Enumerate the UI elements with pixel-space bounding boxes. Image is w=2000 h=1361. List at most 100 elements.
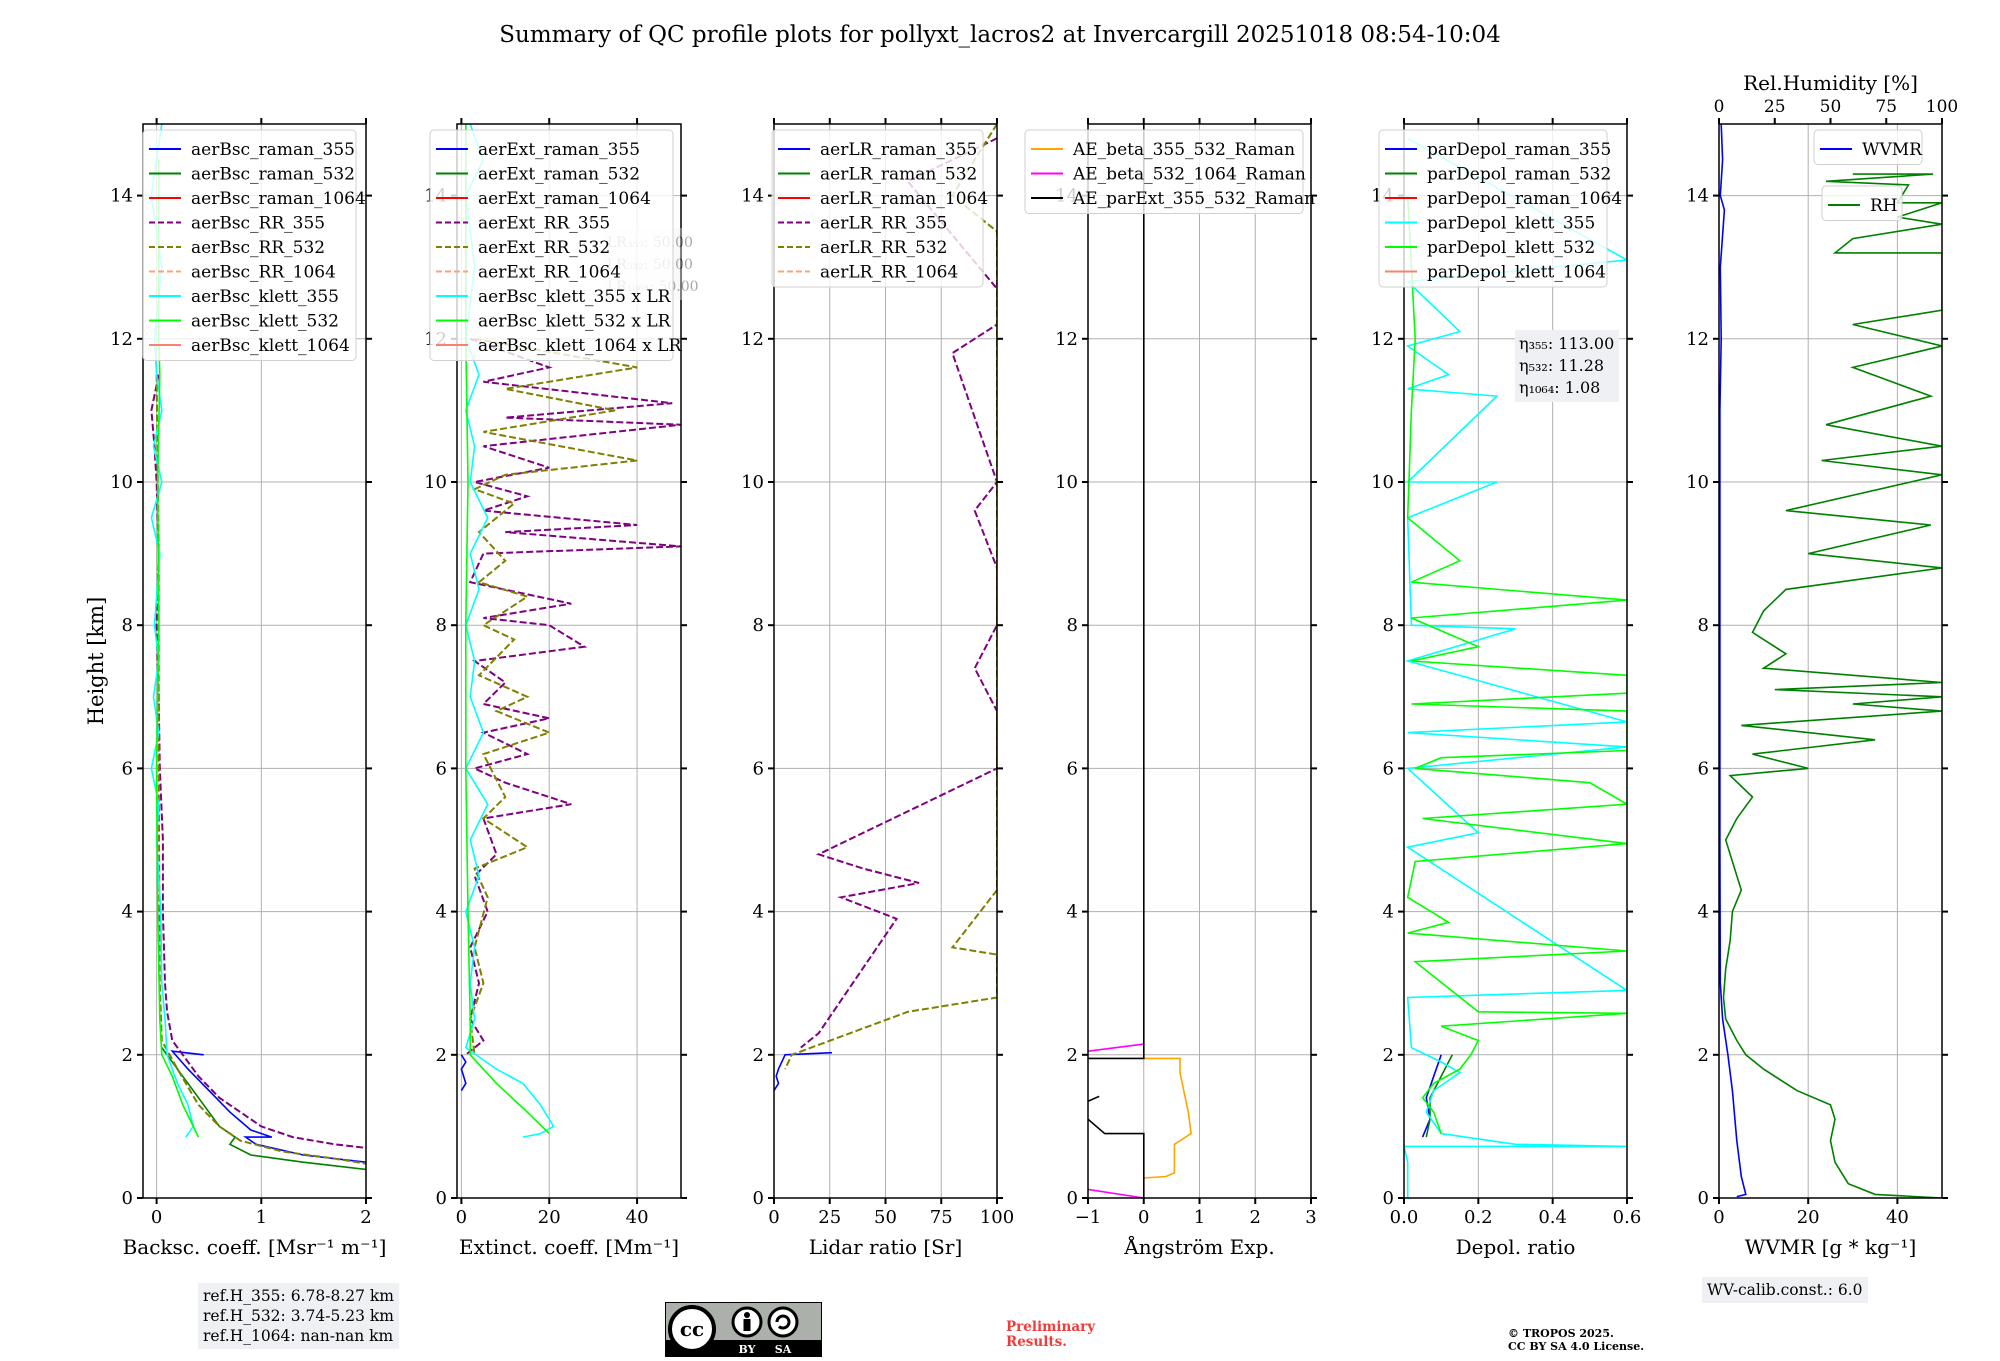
legend-entry: AE_beta_355_532_Raman xyxy=(1072,140,1295,160)
preliminary-line-1: Preliminary xyxy=(1006,1319,1096,1335)
series-line-rh xyxy=(1722,173,1942,1198)
x-tick-label: 0 xyxy=(151,1207,162,1228)
x-tick-label: 0.6 xyxy=(1613,1207,1642,1228)
x-tick-label: 0 xyxy=(456,1207,467,1228)
y-tick-label: 6 xyxy=(122,758,133,779)
legend-entry: aerBsc_klett_532 x LR xyxy=(478,312,672,332)
x-axis-label: Extinct. coeff. [Mm⁻¹] xyxy=(459,1235,679,1259)
wv-calibration-constant: WV-calib.const.: 6.0 xyxy=(1707,1281,1863,1299)
copyright-line-1: © TROPOS 2025. xyxy=(1508,1327,1614,1340)
series-line-aerbsc-raman-532 xyxy=(161,1047,366,1171)
legend-frame xyxy=(1378,129,1608,288)
top-x-tick-label: 0 xyxy=(1714,97,1725,117)
legend-entry: aerBsc_raman_1064 xyxy=(191,189,366,209)
x-axis-label: Backsc. coeff. [Msr⁻¹ m⁻¹] xyxy=(123,1235,387,1259)
y-tick-label: 14 xyxy=(110,186,133,207)
annotation-text: η₁₀₆₄: 1.08 xyxy=(1519,378,1600,397)
y-tick-label: 10 xyxy=(741,472,764,493)
legend-entry: parDepol_raman_355 xyxy=(1427,140,1611,160)
series-line-aerbsc-raman-355 xyxy=(170,1050,366,1163)
x-tick-label: 50 xyxy=(874,1207,897,1228)
legend-entry: aerExt_RR_1064 xyxy=(478,263,621,283)
x-tick-label: 0 xyxy=(1138,1207,1149,1228)
y-tick-label: 10 xyxy=(1371,472,1394,493)
x-tick-label: 3 xyxy=(1305,1207,1316,1228)
legend-entry: aerBsc_klett_355 x LR xyxy=(478,287,672,307)
series-line-wvmr xyxy=(1719,124,1747,1198)
preliminary-line-2: Results. xyxy=(1006,1334,1067,1350)
y-tick-label: 2 xyxy=(1383,1045,1394,1066)
legend: AE_beta_355_532_Raman AE_beta_532_1064_Ra… xyxy=(1024,129,1315,214)
legend-entry: aerLR_raman_355 xyxy=(820,140,977,160)
legend-entry: AE_beta_532_1064_Raman xyxy=(1072,165,1306,185)
y-tick-label: 4 xyxy=(753,902,764,923)
series-group xyxy=(460,124,681,1138)
series-line-pardepol-raman-355 xyxy=(1421,1054,1442,1138)
annotation-text: η₅₃₂: 11.28 xyxy=(1519,356,1604,375)
x-axis-label: Lidar ratio [Sr] xyxy=(809,1235,963,1259)
y-tick-label: 8 xyxy=(1698,615,1709,636)
panel-5: 0.00.20.40.602468101214Depol. ratioη₃₅₅:… xyxy=(1371,118,1641,1259)
x-tick-label: 20 xyxy=(1797,1207,1820,1228)
y-tick-label: 12 xyxy=(1371,329,1394,350)
legend-entry: aerBsc_klett_1064 x LR xyxy=(478,336,682,356)
panel-6: 0 20 40 0 25 50 75 100 Rel.Humidity [%] 0 2 4 6 8 10 12… xyxy=(1686,71,1958,1259)
y-tick-label: 6 xyxy=(1698,758,1709,779)
y-tick-label: 10 xyxy=(110,472,133,493)
annotation-background xyxy=(1515,330,1619,402)
top-x-axis-label: Rel.Humidity [%] xyxy=(1743,71,1918,95)
legend-entry: aerLR_raman_532 xyxy=(820,165,977,185)
y-tick-label: 2 xyxy=(1067,1045,1078,1066)
legend-entry: aerLR_raman_1064 xyxy=(820,189,988,209)
top-x-tick-label: 50 xyxy=(1820,97,1842,117)
legend-frame xyxy=(771,129,984,288)
panel-3: 0 25 50 75 100 0 2 4 6 8 10 12 14 Lidar ratio [Sr] aer… xyxy=(741,118,1014,1259)
license-sa-label: SA xyxy=(775,1343,792,1356)
ref-height-532: ref.H_532: 3.74-5.23 km xyxy=(203,1307,394,1325)
legend-wvmr: WVMR xyxy=(1813,129,1923,165)
cc-by-sa-icon: cc BY SA xyxy=(665,1302,822,1357)
y-tick-label: 10 xyxy=(1055,472,1078,493)
y-tick-label: 4 xyxy=(436,902,447,923)
legend-entry: AE_parExt_355_532_Raman xyxy=(1072,189,1315,209)
legend-entry: aerExt_raman_532 xyxy=(478,165,640,185)
axes-frame xyxy=(1403,123,1628,1199)
y-tick-label: 14 xyxy=(741,186,764,207)
x-tick-label: 0.2 xyxy=(1464,1207,1493,1228)
y-tick-label: 4 xyxy=(122,902,133,923)
annotation-text: η₃₅₅: 113.00 xyxy=(1519,334,1614,353)
series-line-aerlr-raman-355 xyxy=(774,1051,833,1092)
legend-entry: aerLR_RR_355 xyxy=(820,214,947,234)
y-tick-label: 4 xyxy=(1383,902,1394,923)
figure-title: Summary of QC profile plots for pollyxt_… xyxy=(499,22,1501,48)
y-axis-label: Height [km] xyxy=(84,597,108,726)
legend-entry: aerBsc_RR_532 xyxy=(191,238,325,258)
axes-frame xyxy=(456,123,682,1199)
legend-entry: aerExt_RR_532 xyxy=(478,238,610,258)
y-tick-label: 4 xyxy=(1067,902,1078,923)
series-line-aerbsc-klett-355-x-lr xyxy=(464,124,555,1138)
y-tick-label: 0 xyxy=(122,1188,133,1209)
legend-entry: parDepol_klett_532 xyxy=(1427,238,1595,258)
copyright-note: © TROPOS 2025. CC BY SA 4.0 License. xyxy=(1508,1327,1644,1353)
series-group xyxy=(1404,137,1627,1198)
series-line-ae-parext-355-532-raman xyxy=(1088,124,1145,1198)
license-by-label: BY xyxy=(739,1343,756,1356)
y-tick-label: 8 xyxy=(1383,615,1394,636)
x-tick-label: 100 xyxy=(980,1207,1014,1228)
series-group xyxy=(774,124,997,1092)
x-tick-label: 1 xyxy=(1194,1207,1205,1228)
legend-entry: aerLR_RR_532 xyxy=(820,238,947,258)
series-group xyxy=(150,124,366,1171)
reference-height-box: ref.H_355: 6.78-8.27 km ref.H_532: 3.74-… xyxy=(198,1283,399,1349)
x-axis-label: WVMR [g * kg⁻¹] xyxy=(1745,1235,1917,1259)
preliminary-results-note: Preliminary Results. xyxy=(1006,1320,1095,1350)
legend-entry: aerExt_raman_355 xyxy=(478,140,640,160)
y-tick-label: 0 xyxy=(436,1188,447,1209)
x-tick-label: 25 xyxy=(818,1207,841,1228)
ref-height-355: ref.H_355: 6.78-8.27 km xyxy=(203,1287,394,1305)
legend-entry: aerExt_RR_355 xyxy=(478,214,610,234)
x-axis-label: Depol. ratio xyxy=(1456,1235,1576,1259)
legend-entry: aerBsc_raman_355 xyxy=(191,140,355,160)
x-tick-label: 20 xyxy=(538,1207,561,1228)
